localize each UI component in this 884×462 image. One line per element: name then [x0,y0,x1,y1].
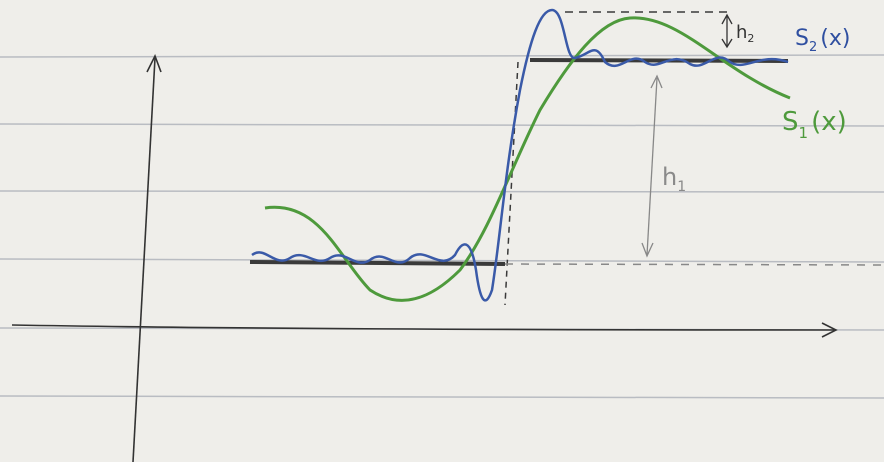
sketch: S2(x) S1(x) h1 h2 [0,0,884,462]
label-part: 1 [799,124,809,142]
label-part: (x) [820,26,850,51]
label-part: S [782,107,799,137]
paper [0,0,884,462]
label-part: 2 [809,40,817,55]
label-part: S [795,26,809,51]
label-part: (x) [811,107,847,137]
label-part: 2 [747,32,754,45]
s1-label: S1(x) [782,107,847,142]
s2-label: S2(x) [795,26,850,55]
label-part: h [662,163,677,191]
label-part: 1 [677,179,686,195]
label-part: h [736,22,747,43]
